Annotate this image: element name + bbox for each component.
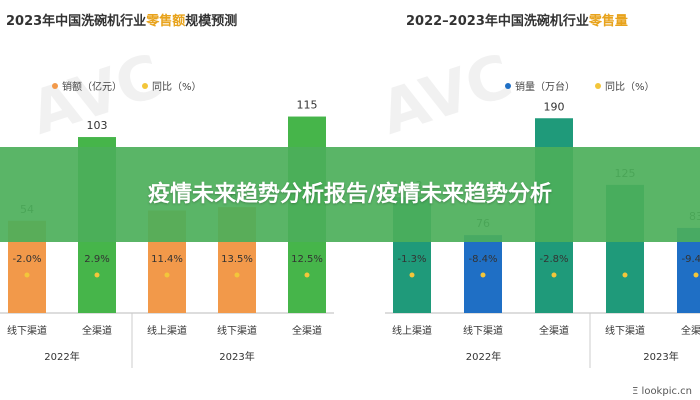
category-tick-label: 全渠道: [539, 324, 569, 337]
pct-marker: [24, 272, 30, 278]
legend-label: 同比（%）: [605, 82, 655, 93]
source-watermark: Ξ lookpic.cn: [628, 385, 696, 398]
legend-item-pct: 同比（%）: [142, 78, 202, 93]
banner-title: 疫情未来趋势分析报告/疫情未来趋势分析: [147, 181, 553, 207]
chart-title: 2023年中国洗碗机行业零售额规模预测: [6, 10, 237, 29]
legend-swatch-icon: [52, 82, 58, 89]
category-tick-label: 线下渠道: [463, 324, 503, 337]
pct-label: -2.8%: [539, 254, 568, 265]
category-tick-label: 线下渠道: [605, 324, 645, 337]
pct-label: -2.0%: [12, 254, 41, 265]
pct-label: 12.5%: [291, 254, 323, 265]
group-label: 2022年: [466, 350, 501, 363]
chart-panel-retail-sales: AVC 2023年中国洗碗机行业零售额规模预测 销额（亿元） 同比（%） 54-…: [0, 10, 334, 368]
legend-label: 同比（%）: [152, 82, 202, 93]
bar-value-label: 190: [544, 100, 565, 113]
pct-marker: [480, 272, 486, 278]
chart-title-highlight: 零售额: [146, 14, 186, 29]
category-tick-label: 全渠道: [292, 324, 322, 337]
legend-item-pct: 同比（%）: [595, 78, 655, 93]
legend-item-value: 销额（亿元）: [52, 78, 122, 93]
chart-title-highlight: 零售量: [588, 14, 628, 29]
legend: 销量（万台） 同比（%）: [505, 78, 669, 93]
group-label: 2023年: [219, 350, 254, 363]
legend-swatch-icon: [595, 82, 601, 89]
pct-label: 2.9%: [84, 254, 109, 265]
bar-value-label: 103: [87, 119, 108, 132]
chart-title-post: 规模预测: [185, 14, 238, 29]
pct-label: -8.4%: [468, 254, 497, 265]
bar-value-label: 115: [297, 99, 318, 112]
group-label: 2023年: [643, 350, 678, 363]
pct-label: -9.4%: [681, 254, 700, 265]
pct-marker: [304, 272, 310, 278]
legend-label: 销量（万台）: [515, 82, 575, 93]
pct-marker: [234, 272, 240, 278]
title-banner: 疫情未来趋势分析报告/疫情未来趋势分析: [0, 147, 700, 242]
pct-marker: [622, 272, 628, 278]
pct-marker: [94, 272, 100, 278]
category-tick-label: 全渠道: [82, 324, 112, 337]
pct-label: 11.4%: [151, 254, 183, 265]
category-tick-label: 线下渠道: [7, 324, 47, 337]
category-tick-label: 线下渠道: [217, 324, 257, 337]
legend: 销额（亿元） 同比（%）: [52, 78, 216, 93]
legend-item-value: 销量（万台）: [505, 78, 575, 93]
chart-title-pre: 2022–2023年中国洗碗机行业: [406, 14, 589, 29]
chart-title: 2022–2023年中国洗碗机行业零售量: [406, 10, 628, 29]
pct-label: 13.5%: [221, 254, 253, 265]
category-tick-label: 线上渠道: [147, 324, 187, 337]
pct-label: -1.3%: [397, 254, 426, 265]
pct-marker: [409, 272, 415, 278]
category-tick-label: 全渠道: [681, 324, 700, 337]
category-tick-label: 线上渠道: [392, 324, 432, 337]
legend-swatch-icon: [142, 82, 148, 89]
group-label: 2022年: [44, 350, 79, 363]
pct-marker: [693, 272, 699, 278]
chart-title-pre: 2023年中国洗碗机行业: [6, 14, 147, 29]
bar: [677, 227, 700, 313]
legend-label: 销额（亿元）: [62, 82, 122, 93]
pct-marker: [164, 272, 170, 278]
pct-marker: [551, 272, 557, 278]
legend-swatch-icon: [505, 82, 511, 89]
